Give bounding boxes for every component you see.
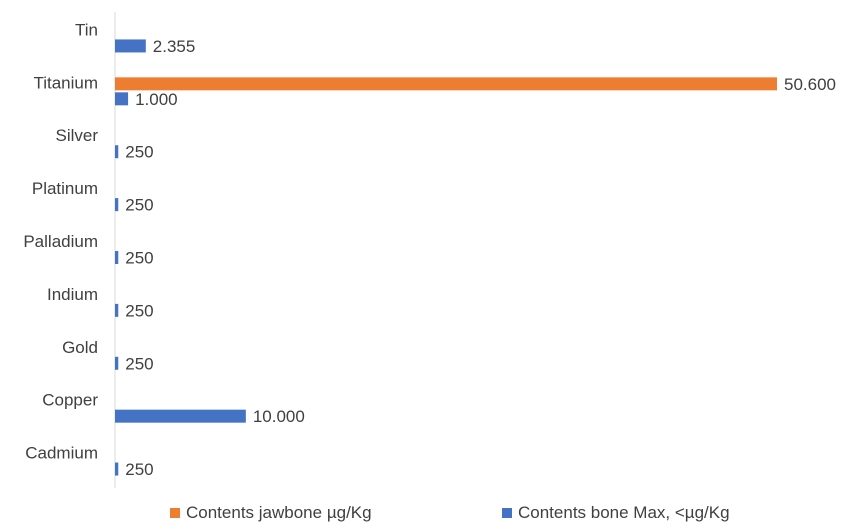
- legend: Contents jawbone µg/Kg Contents bone Max…: [0, 503, 843, 525]
- category-labels: Tin Titanium Silver Platinum Palladium Indium…: [23, 20, 98, 462]
- bar-bone-max-copper: [115, 409, 246, 423]
- data-label-bone-max-indium: 250: [125, 301, 153, 320]
- bar-bone-max-palladium: [115, 251, 119, 264]
- category-label-copper: Copper: [42, 391, 98, 410]
- category-label-palladium: Palladium: [23, 232, 98, 251]
- bar-bone-max-indium: [115, 303, 119, 317]
- bar-bone-max-cadmium: [115, 462, 119, 476]
- category-label-gold: Gold: [62, 338, 98, 357]
- bar-bone-max-platinum: [115, 198, 119, 212]
- category-label-platinum: Platinum: [32, 179, 98, 198]
- bar-chart: Tin Titanium Silver Platinum Palladium Indium…: [23, 12, 836, 488]
- category-label-titanium: Titanium: [33, 73, 98, 92]
- legend-label-jawbone: Contents jawbone µg/Kg: [186, 503, 372, 522]
- bar-jawbone-titanium: [115, 77, 777, 91]
- data-label-bone-max-cadmium: 250: [125, 460, 153, 479]
- bar-bone-max-gold: [115, 356, 119, 370]
- category-label-tin: Tin: [75, 20, 98, 39]
- data-label-bone-max-tin: 2.355: [153, 37, 196, 56]
- data-label-bone-max-copper: 10.000: [253, 407, 305, 426]
- data-label-bone-max-titanium: 1.000: [135, 90, 178, 109]
- category-label-cadmium: Cadmium: [25, 444, 98, 463]
- data-label-bone-max-palladium: 250: [125, 249, 153, 268]
- legend-swatch-jawbone: [170, 508, 180, 518]
- data-label-jawbone-titanium: 50.600: [784, 75, 836, 94]
- legend-label-bone-max: Contents bone Max, <µg/Kg: [518, 503, 730, 522]
- bar-bone-max-titanium: [115, 92, 129, 106]
- category-label-silver: Silver: [55, 126, 98, 145]
- bars: [115, 39, 777, 476]
- legend-swatch-bone-max: [502, 508, 512, 518]
- data-labels: 2.355 50.600 1.000 250 250 250 250 250 10.000 250: [125, 37, 836, 479]
- legend-item-jawbone: Contents jawbone µg/Kg: [170, 503, 372, 523]
- data-label-bone-max-gold: 250: [125, 354, 153, 373]
- bar-bone-max-silver: [115, 145, 119, 159]
- category-label-indium: Indium: [47, 285, 98, 304]
- bar-bone-max-tin: [115, 39, 146, 53]
- data-label-bone-max-silver: 250: [125, 143, 153, 162]
- data-label-bone-max-platinum: 250: [125, 196, 153, 215]
- legend-item-bone-max: Contents bone Max, <µg/Kg: [502, 503, 730, 523]
